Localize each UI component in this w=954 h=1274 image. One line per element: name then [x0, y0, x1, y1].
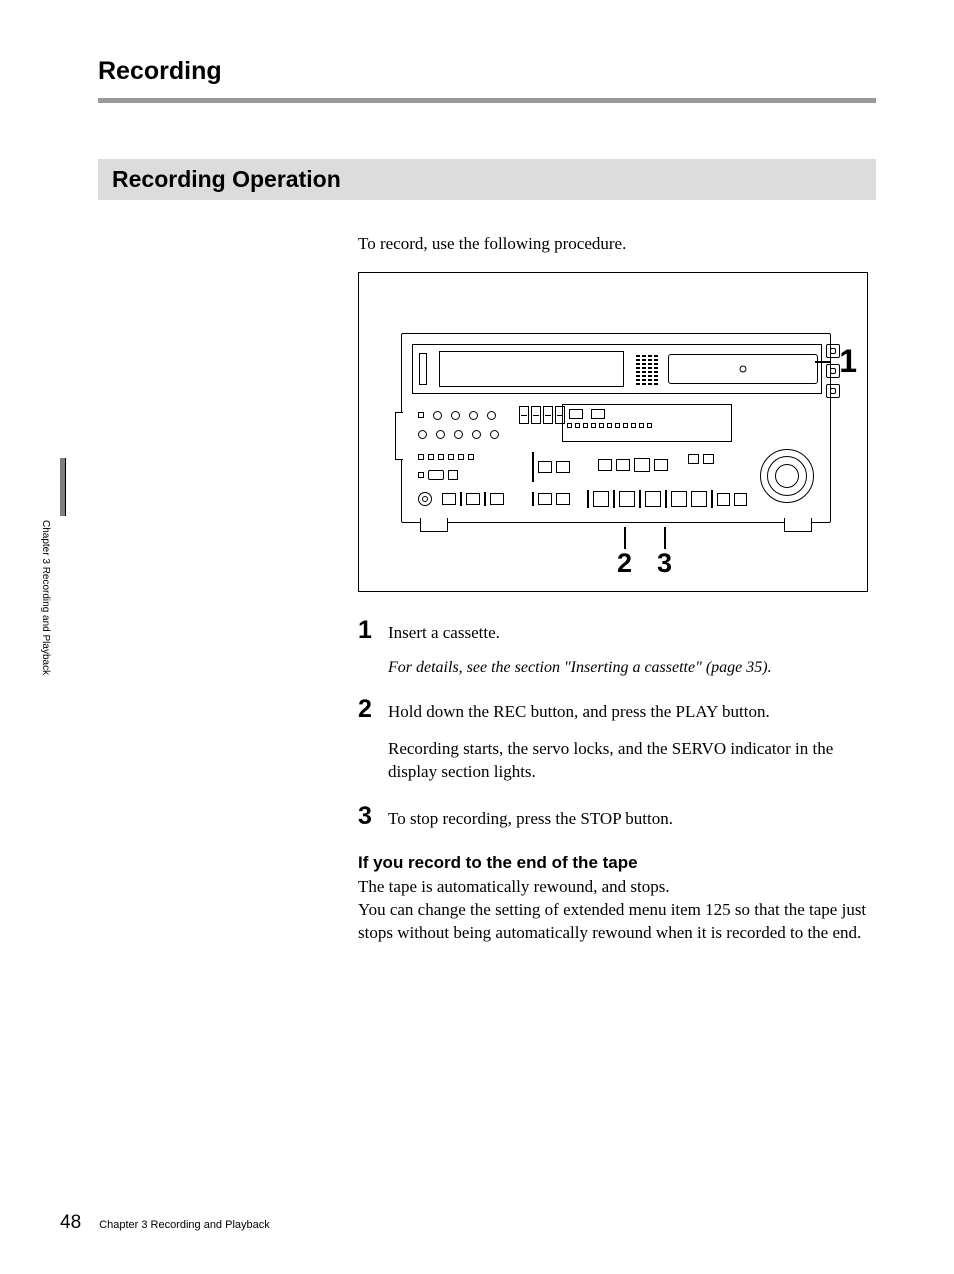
vcr-level-bars — [636, 353, 658, 385]
mid-buttons — [532, 452, 570, 482]
switch-row — [418, 454, 474, 460]
vcr-main-display — [439, 351, 624, 387]
callout-2: 2 — [617, 548, 632, 579]
step-2-detail: Recording starts, the servo locks, and t… — [388, 738, 868, 784]
horizontal-rule — [98, 98, 876, 103]
foot-left — [420, 518, 448, 532]
step-num: 3 — [358, 804, 388, 831]
vcr-handle — [395, 412, 403, 460]
chapter-title: Recording — [98, 57, 876, 86]
vcr-top-panel — [412, 344, 822, 394]
vcr-body — [401, 333, 831, 523]
headphone-jack — [418, 492, 432, 506]
foot-right — [784, 518, 812, 532]
vcr-controls — [412, 404, 822, 514]
callout-line — [664, 527, 666, 549]
thumb-index-bar — [60, 458, 66, 516]
subsection-heading: If you record to the end of the tape — [358, 853, 868, 873]
play-rec-row — [598, 458, 668, 472]
step-3: 3 To stop recording, press the STOP butt… — [358, 804, 868, 831]
subsection-line1: The tape is automatically rewound, and s… — [358, 876, 868, 899]
side-knobs — [826, 344, 840, 398]
callout-line — [624, 527, 626, 549]
step-1-note: For details, see the section "Inserting … — [388, 659, 868, 677]
step-1: 1 Insert a cassette. — [358, 618, 868, 645]
callout-line — [815, 361, 831, 363]
page-number: 48 — [60, 1212, 81, 1234]
secondary-display — [562, 404, 732, 442]
cassette-slot — [668, 354, 818, 384]
footer-chapter: Chapter 3 Recording and Playback — [99, 1219, 270, 1231]
device-diagram: 1 2 3 — [358, 272, 868, 592]
switch-row-2 — [418, 470, 458, 480]
transport-main-row — [587, 490, 747, 508]
thumb-index-label: Chapter 3 Recording and Playback — [40, 520, 51, 675]
step-text: Hold down the REC button, and press the … — [388, 697, 770, 724]
callout-1: 1 — [839, 343, 857, 380]
mid-buttons-2 — [532, 492, 570, 506]
jog-wheel — [760, 449, 814, 503]
step-num: 2 — [358, 697, 388, 724]
step-text: Insert a cassette. — [388, 618, 500, 645]
step-2: 2 Hold down the REC button, and press th… — [358, 697, 868, 724]
section-heading: Recording Operation — [98, 159, 876, 200]
vcr-power — [419, 353, 427, 385]
page-footer: 48 Chapter 3 Recording and Playback — [60, 1212, 270, 1234]
subsection-line2: You can change the setting of extended m… — [358, 899, 868, 945]
callout-3: 3 — [657, 548, 672, 579]
step-text: To stop recording, press the STOP button… — [388, 804, 673, 831]
transport-row-1 — [442, 492, 504, 506]
step-num: 1 — [358, 618, 388, 645]
small-double — [688, 454, 714, 464]
intro-text: To record, use the following procedure. — [358, 234, 868, 254]
